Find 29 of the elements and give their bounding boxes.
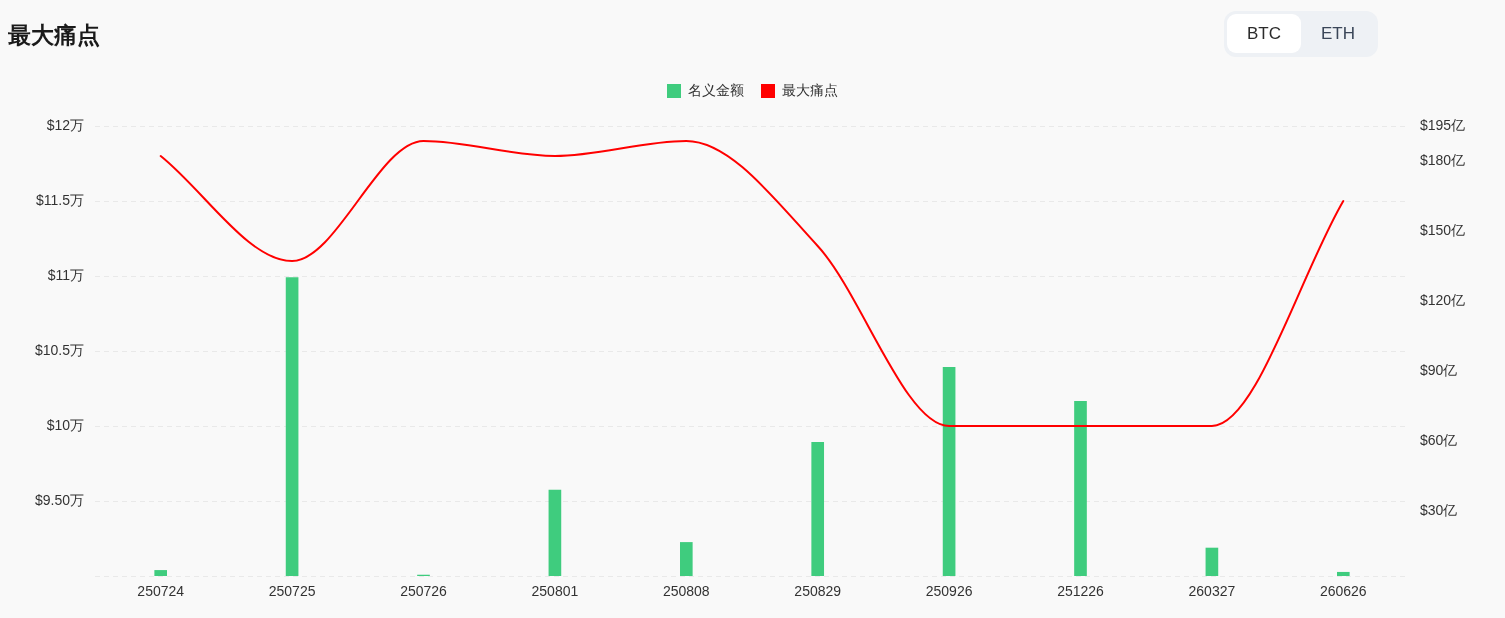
- legend-label: 名义金额: [688, 82, 744, 100]
- y2-tick-label: $90亿: [1420, 361, 1458, 378]
- y-tick-label: $11万: [47, 266, 84, 283]
- y2-tick-label: $150亿: [1420, 221, 1466, 238]
- y2-tick-label: $60亿: [1420, 431, 1458, 448]
- y2-tick-label: $30亿: [1420, 501, 1458, 518]
- x-tick-label: 260327: [1188, 583, 1236, 600]
- text: ETH: [1320, 23, 1356, 45]
- y2-tick-label: $195亿: [1420, 116, 1466, 133]
- x-tick-label: 251226: [1057, 583, 1105, 600]
- toggle-button: BTC: [1227, 14, 1301, 53]
- y2-tick-label: $120亿: [1420, 291, 1466, 308]
- x-tick-label: 250801: [531, 583, 579, 600]
- chart-title: 最大痛点: [8, 21, 100, 50]
- y-tick-label: $10万: [46, 416, 84, 433]
- x-tick-label: 250726: [400, 583, 448, 600]
- x-tick-label: 250808: [662, 583, 710, 600]
- x-tick-label: 250725: [268, 583, 316, 600]
- legend-label: 最大痛点: [782, 82, 838, 100]
- x-tick-label: 250829: [794, 583, 842, 600]
- y-tick-label: $11.5万: [36, 191, 84, 208]
- y-tick-label: $10.5万: [34, 341, 84, 358]
- x-tick-label: 260626: [1319, 583, 1367, 600]
- x-tick-label: 250724: [137, 583, 185, 600]
- y-tick-label: $9.50万: [34, 491, 84, 508]
- x-tick-label: 250926: [925, 583, 973, 600]
- line-series: [159, 140, 1345, 427]
- y-tick-label: $12万: [46, 116, 84, 133]
- y2-tick-label: $180亿: [1420, 151, 1466, 168]
